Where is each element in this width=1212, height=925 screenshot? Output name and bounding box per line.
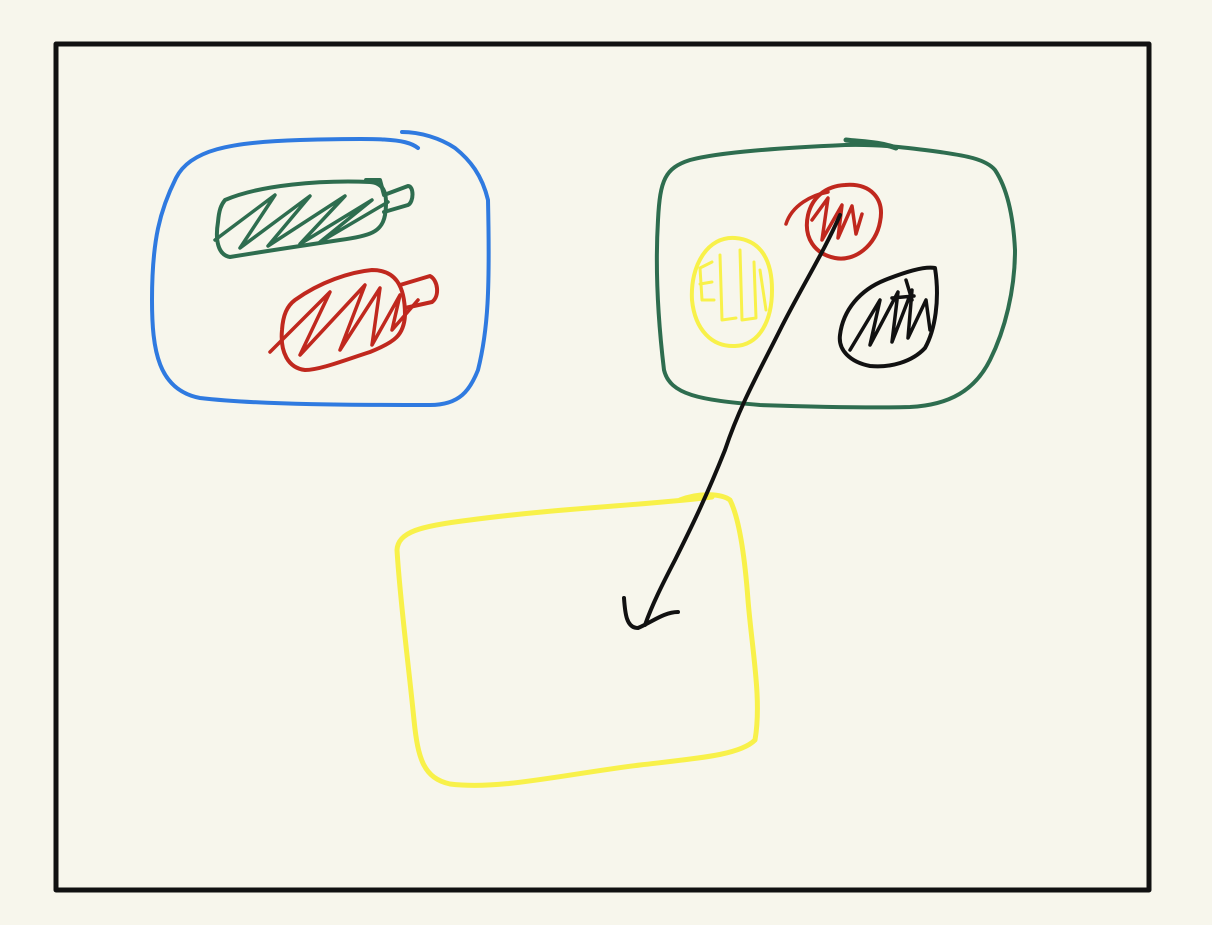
arrow-head [622,596,680,630]
target-container [394,492,760,788]
red-bottle-sketch [268,268,439,372]
arrow-connector [622,213,842,630]
target-container-outline [394,492,760,788]
black-ball-sketch [837,265,939,369]
right-container [654,137,1017,410]
yellow-ball-sketch [689,235,774,349]
red-ball-sketch [784,182,883,261]
green-bottle-sketch [213,178,415,259]
outer-frame [53,41,1152,893]
left-container-outline [150,130,491,407]
right-container-outline [654,142,1017,410]
arrow-shaft [643,213,842,627]
left-container [150,130,491,407]
